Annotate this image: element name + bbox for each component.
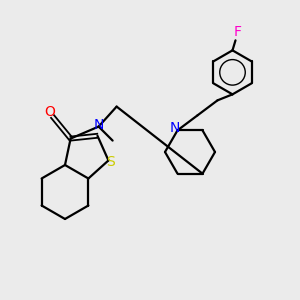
Text: N: N — [169, 121, 180, 135]
Text: F: F — [233, 25, 242, 39]
Text: O: O — [44, 105, 55, 118]
Text: N: N — [93, 118, 104, 132]
Text: S: S — [106, 155, 115, 170]
